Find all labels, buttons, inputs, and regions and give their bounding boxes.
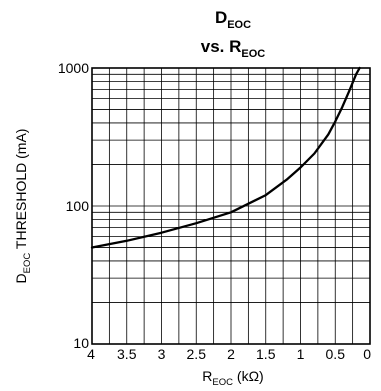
y-axis-label-main: D	[13, 273, 29, 283]
title-sub-1: EOC	[227, 19, 251, 31]
x-tick-label: 1	[297, 346, 305, 362]
x-tick-label: 1.5	[256, 346, 276, 362]
grid	[92, 68, 370, 344]
x-tick-label: 2.5	[187, 346, 207, 362]
y-tick-labels: 10 100 1000	[58, 60, 89, 351]
x-axis-label-sub: EOC	[212, 377, 233, 388]
chart-title-line1: DEOC	[215, 8, 251, 31]
series-line	[92, 68, 360, 248]
x-tick-label: 0.5	[326, 346, 346, 362]
title-main-1: D	[215, 8, 227, 27]
x-axis-label-main: R	[202, 368, 212, 384]
x-axis-label-rest: (kΩ)	[233, 368, 264, 384]
x-tick-label: 2	[227, 346, 235, 362]
y-tick-label: 1000	[58, 60, 89, 76]
x-tick-label: 3.5	[117, 346, 137, 362]
y-tick-label: 10	[73, 335, 89, 351]
x-tick-label: 3	[158, 346, 166, 362]
title-main-2: vs. R	[201, 37, 242, 56]
chart-title-line2: vs. REOC	[201, 37, 266, 60]
title-sub-2: EOC	[241, 48, 265, 60]
x-axis-label: REOC (kΩ)	[202, 368, 263, 388]
y-axis-label-rest: THRESHOLD (mA)	[13, 129, 29, 253]
y-tick-label: 100	[66, 198, 90, 214]
x-tick-labels: 4 3.5 3 2.5 2 1.5 1 0.5 0	[87, 346, 371, 362]
y-axis-label-sub: EOC	[22, 253, 33, 274]
x-tick-label: 0	[363, 346, 371, 362]
y-axis-label: DEOC THRESHOLD (mA)	[13, 129, 33, 284]
